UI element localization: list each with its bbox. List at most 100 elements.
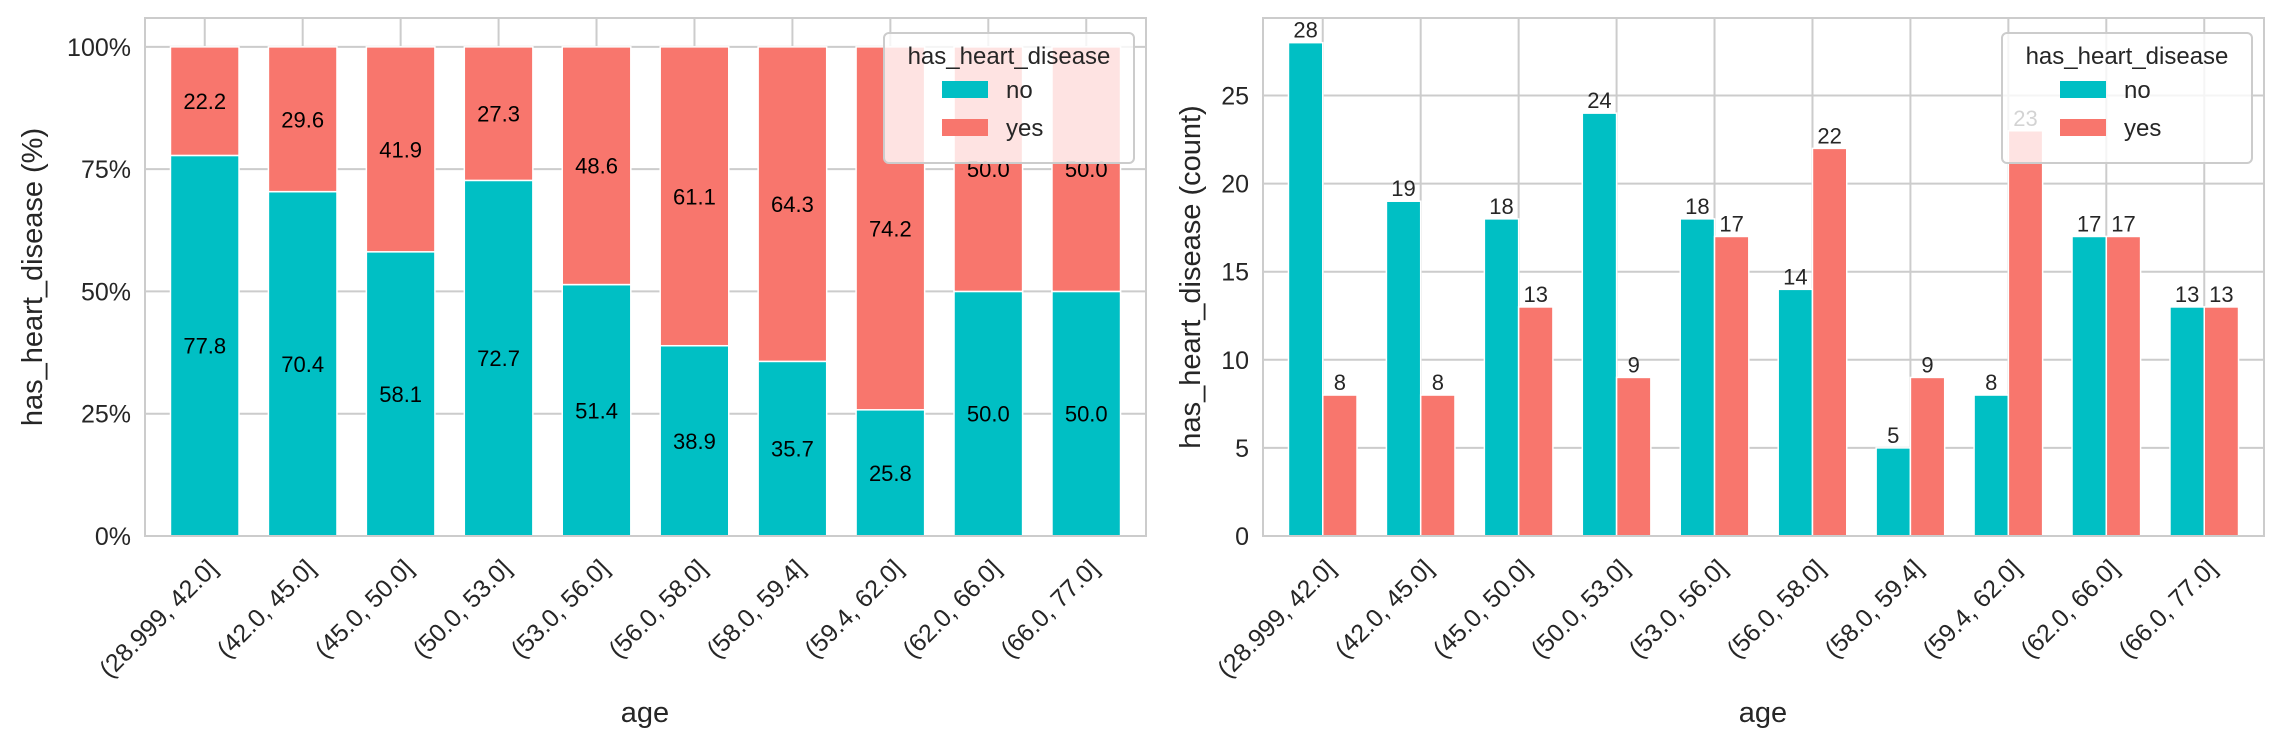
data-label-no: 25.8: [869, 461, 912, 486]
data-label-no: 5: [1887, 423, 1899, 448]
x-tick-labels: (28.999, 42.0](42.0, 45.0](45.0, 50.0](5…: [1212, 554, 2222, 683]
legend-swatch-yes: [942, 119, 988, 136]
bar-no: [1875, 447, 1912, 537]
bar-yes: [1321, 394, 1358, 537]
bars: [1287, 41, 2240, 537]
x-tick-label: (45.0, 50.0]: [1428, 554, 1537, 663]
x-tick-label: (28.999, 42.0]: [94, 554, 223, 683]
legend-title: has_heart_disease: [2026, 43, 2229, 70]
bar-no: [757, 360, 828, 537]
bar-no: [1051, 290, 1122, 537]
y-tick-label: 5: [1235, 435, 1249, 463]
bar-yes: [659, 46, 730, 347]
y-tick-label: 25%: [81, 401, 131, 429]
data-label-yes: 17: [2111, 211, 2135, 236]
bar-yes: [1811, 147, 1848, 537]
x-tick-label: (58.0, 59.4]: [1819, 554, 1928, 663]
x-tick-label: (53.0, 56.0]: [1624, 554, 1733, 663]
y-tick-label: 25: [1221, 83, 1249, 111]
data-label-no: 51.4: [575, 398, 618, 423]
axes-frame: [144, 17, 1147, 537]
data-label-no: 72.7: [477, 346, 520, 371]
y-tick-label: 0: [1235, 523, 1249, 551]
percent-stacked-bar-chart: 77.8 22.2 70.4 29.6 58.1 41.9 72.7 27.3 51.4 48.6…: [17, 17, 1147, 729]
x-tick-label: (66.0, 77.0]: [2113, 554, 2222, 663]
legend-entry-yes: yes: [1006, 115, 1043, 142]
data-label-yes: 48.6: [575, 154, 618, 179]
bar-no: [1581, 112, 1618, 537]
x-tick-labels: (28.999, 42.0](42.0, 45.0](45.0, 50.0](5…: [94, 554, 1104, 683]
data-label-yes: 29.6: [281, 107, 324, 132]
bar-yes: [757, 46, 828, 363]
x-tick-label: (28.999, 42.0]: [1212, 554, 1341, 683]
bar-no: [1679, 218, 1716, 537]
axes-frame: [1262, 17, 2265, 537]
legend-entry-no: no: [2124, 77, 2151, 104]
y-tick-label: 100%: [67, 34, 131, 62]
x-tick-label: (58.0, 59.4]: [701, 554, 810, 663]
data-label-yes: 9: [1628, 352, 1640, 377]
y-axis-label: has_heart_disease (count): [1175, 105, 1207, 448]
y-axis-label: has_heart_disease (%): [17, 128, 49, 426]
y-tick-label: 10: [1221, 347, 1249, 375]
bar-no: [2071, 235, 2108, 537]
bar-yes: [1713, 235, 1750, 537]
y-tick-labels: 0 5 10 15 20 25: [1221, 83, 1249, 551]
bar-yes: [267, 46, 338, 193]
legend-entry-yes: yes: [2124, 115, 2161, 142]
legend-entry-no: no: [1006, 77, 1033, 104]
bar-no: [1973, 394, 2010, 537]
data-label-no: 77.8: [183, 334, 226, 359]
data-label-yes: 9: [1921, 352, 1933, 377]
x-tick-label: (42.0, 45.0]: [1330, 554, 1439, 663]
data-label-no: 35.7: [771, 437, 814, 462]
data-label-yes: 17: [1719, 211, 1743, 236]
count-grouped-bar-chart: 2881981813249181714225982317171313 05101…: [1175, 17, 2265, 729]
data-label-no: 14: [1783, 264, 1807, 289]
bar-yes: [1615, 376, 1652, 537]
data-label-yes: 22: [1817, 123, 1841, 148]
x-axis-label: age: [621, 697, 669, 729]
x-axis-label: age: [1739, 697, 1787, 729]
data-label-no: 13: [2175, 282, 2199, 307]
bar-yes: [463, 46, 534, 182]
bar-yes: [2203, 306, 2240, 537]
data-label-no: 58.1: [379, 382, 422, 407]
data-label-yes: 27.3: [477, 102, 520, 127]
x-tick-label: (50.0, 53.0]: [1526, 554, 1635, 663]
bar-no: [2169, 306, 2206, 537]
x-tick-label: (59.4, 62.0]: [1917, 554, 2026, 663]
bar-yes: [1909, 376, 1946, 537]
bar-no: [855, 409, 926, 537]
data-label-no: 24: [1587, 88, 1611, 113]
bar-labels: 2881981813249181714225982317171313: [1293, 18, 2233, 448]
data-label-no: 50.0: [967, 402, 1010, 427]
y-tick-label: 20: [1221, 171, 1249, 199]
x-tick-label: (53.0, 56.0]: [506, 554, 615, 663]
data-label-no: 38.9: [673, 429, 716, 454]
bar-no: [365, 251, 436, 537]
data-label-yes: 61.1: [673, 184, 716, 209]
bar-no: [1287, 41, 1324, 537]
data-label-yes: 74.2: [869, 216, 912, 241]
data-label-yes: 22.2: [183, 89, 226, 114]
bar-no: [1385, 200, 1422, 537]
bar-yes: [1517, 306, 1554, 537]
data-label-no: 17: [2077, 211, 2101, 236]
data-label-no: 50.0: [1065, 402, 1108, 427]
data-label-yes: 13: [1524, 282, 1548, 307]
y-tick-labels: 0% 25% 50% 75% 100%: [67, 34, 131, 551]
legend-swatch-no: [942, 81, 988, 98]
data-label-no: 18: [1685, 194, 1709, 219]
bar-no: [659, 344, 730, 537]
x-tick-label: (50.0, 53.0]: [408, 554, 517, 663]
y-tick-label: 0%: [95, 523, 131, 551]
x-tick-label: (45.0, 50.0]: [310, 554, 419, 663]
bar-yes: [1419, 394, 1456, 537]
bar-no: [463, 179, 534, 537]
bar-no: [561, 283, 632, 537]
data-label-yes: 8: [1432, 370, 1444, 395]
bar-yes: [2007, 130, 2044, 537]
